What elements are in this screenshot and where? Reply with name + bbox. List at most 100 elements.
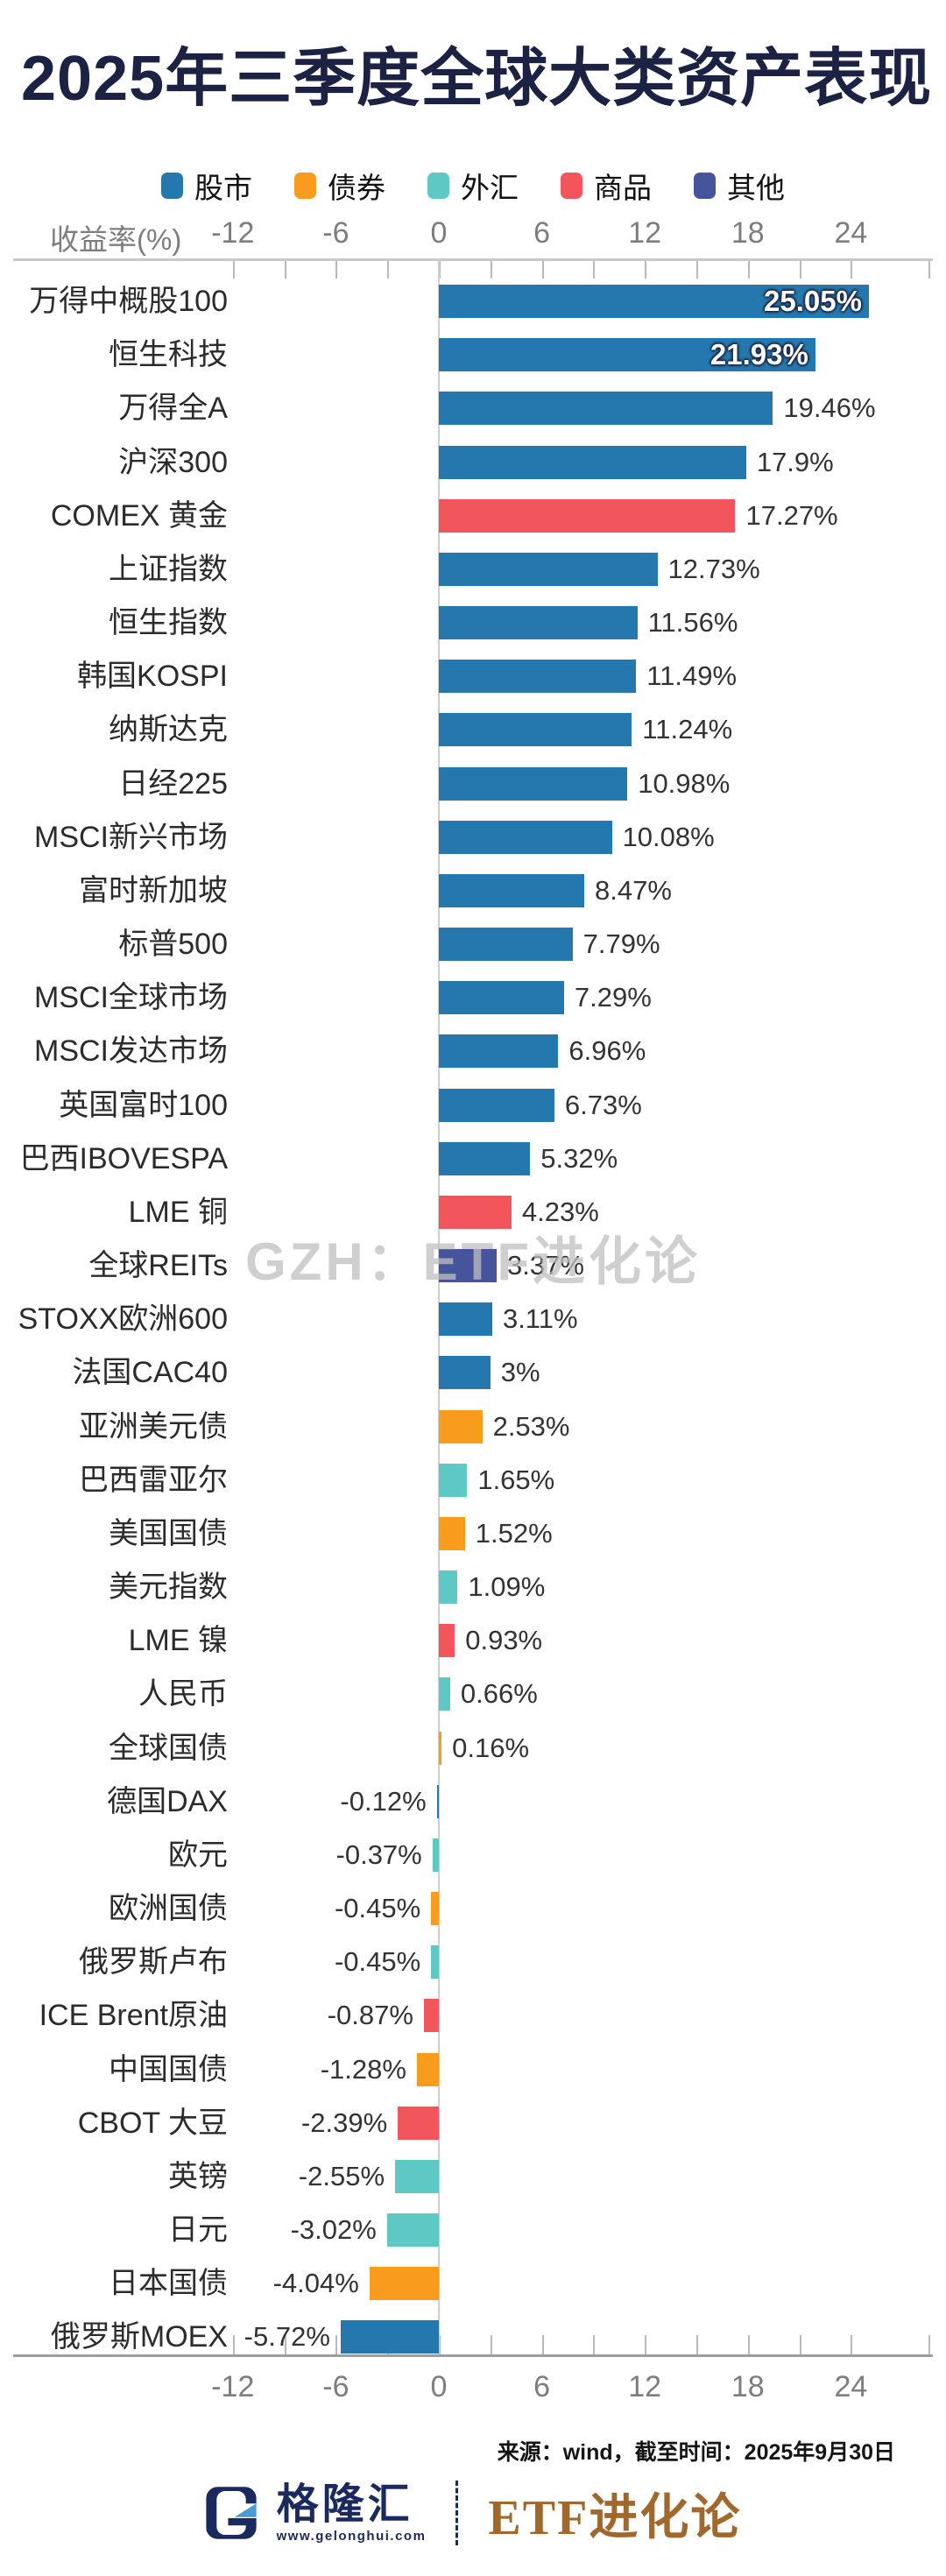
bar-value: 12.73% — [667, 553, 760, 584]
bar — [439, 873, 584, 907]
bar-row: 英国富时100 6.73% — [0, 1088, 946, 1142]
bar — [439, 820, 612, 854]
bar — [340, 2320, 439, 2354]
bar-value: 25.05% — [764, 285, 862, 317]
bar-value: -4.04% — [272, 2268, 359, 2299]
bar-value: -0.37% — [335, 1838, 422, 1870]
bar-label: MSCI发达市场 — [34, 1034, 228, 1069]
bar — [416, 2052, 439, 2086]
axis-tick-mark — [284, 2335, 286, 2354]
bar — [439, 766, 628, 801]
bar-value: 21.93% — [710, 338, 808, 371]
bar — [439, 285, 869, 318]
bar-row: CBOT 大豆 -2.39% — [0, 2106, 946, 2160]
bar-value: -1.28% — [320, 2053, 406, 2085]
legend-swatch-other — [694, 173, 716, 199]
bar-value: 1.09% — [468, 1571, 546, 1603]
axis-tick-mark — [490, 2335, 492, 2354]
bar-value: 3.11% — [502, 1303, 578, 1335]
bar-label: 巴西雷亚尔 — [79, 1463, 228, 1497]
bar-label: COMEX 黄金 — [50, 498, 228, 533]
bar-label: 人民币 — [138, 1677, 228, 1711]
bar — [369, 2267, 439, 2301]
page-title: 2025年三季度全球大类资产表现 — [21, 44, 933, 114]
bar-row: 沪深300 17.9% — [0, 445, 946, 499]
axis-tick-mark — [232, 261, 235, 279]
bar — [439, 1302, 492, 1337]
top-axis-line — [13, 258, 933, 261]
legend: 股市 债券 外汇 商品 其他 — [0, 168, 946, 204]
bar-label: 英镑 — [168, 2159, 228, 2193]
bar-row: 富时新加坡 8.47% — [0, 873, 946, 928]
bar-value: 10.08% — [622, 821, 715, 852]
bar-value: -0.12% — [340, 1785, 427, 1817]
bar-row: 巴西IBOVESPA 5.32% — [0, 1141, 946, 1196]
axis-tick-mark — [696, 261, 698, 279]
bar-row: LME 铜 4.23% — [0, 1195, 946, 1249]
axis-tick-label: 0 — [430, 216, 448, 250]
bar — [439, 713, 632, 747]
axis-tick-mark — [439, 2335, 441, 2354]
bar-row: STOXX欧洲600 3.11% — [0, 1302, 946, 1356]
bar-row: MSCI新兴市场 10.08% — [0, 820, 946, 874]
axis-tick-label: 6 — [533, 2370, 551, 2403]
bar-row: 日本国债 -4.04% — [0, 2267, 946, 2320]
bar-value: 6.73% — [564, 1089, 642, 1120]
bar — [439, 498, 736, 533]
brand-text: 格隆汇 www.gelonghui.com — [277, 2483, 427, 2543]
bar-label: LME 铜 — [128, 1195, 228, 1229]
axis-tick-mark — [645, 2335, 647, 2354]
bar-label: 万得中概股100 — [29, 285, 228, 318]
bar — [439, 606, 638, 640]
axis-tick-label: 12 — [628, 2370, 662, 2403]
axis-tick-mark — [851, 261, 853, 279]
bar — [439, 1677, 450, 1711]
bar — [439, 1516, 465, 1550]
bar — [439, 1356, 491, 1390]
bar-label: ICE Brent原油 — [39, 1999, 228, 2033]
bar-row: 巴西雷亚尔 1.65% — [0, 1463, 946, 1517]
axis-tick-label: 24 — [834, 216, 868, 250]
bar-row: 美元指数 1.09% — [0, 1570, 946, 1624]
bar-value: 10.98% — [638, 767, 731, 799]
legend-swatch-commodity — [561, 173, 582, 199]
axis-tick-label: -6 — [322, 2370, 349, 2403]
bar-value: 7.79% — [582, 928, 660, 960]
bar-value: -0.87% — [327, 2000, 413, 2031]
bar — [439, 660, 637, 694]
axis-tick-mark — [541, 261, 544, 279]
bar-row: MSCI发达市场 6.96% — [0, 1034, 946, 1088]
bar-row: 英镑 -2.55% — [0, 2159, 946, 2213]
bar-row: COMEX 黄金 17.27% — [0, 498, 946, 553]
bar — [423, 1999, 439, 2033]
bar-row: 欧元 -0.37% — [0, 1838, 946, 1892]
axis-tick-label: 24 — [834, 2370, 868, 2403]
bar-label: 法国CAC40 — [72, 1356, 228, 1390]
bar — [439, 1195, 512, 1229]
legend-swatch-stock — [161, 173, 183, 199]
axis-tick-mark — [335, 261, 338, 279]
axis-tick-mark — [490, 261, 492, 279]
axis-tick-mark — [799, 2335, 801, 2354]
bar-row: 俄罗斯MOEX -5.72% — [0, 2320, 946, 2374]
axis-tick-label: 18 — [731, 2370, 765, 2403]
bar — [432, 1838, 439, 1872]
bar-row: 全球REITs 3.37% — [0, 1249, 946, 1302]
bar-label: 日经225 — [118, 766, 228, 801]
bar-label: 德国DAX — [107, 1784, 228, 1818]
bar-value: 11.49% — [646, 660, 738, 692]
bar-label: 韩国KOSPI — [77, 660, 228, 694]
bar-label: 俄罗斯MOEX — [50, 2320, 228, 2354]
bar-label: LME 镍 — [128, 1624, 228, 1658]
bar-value: 11.56% — [647, 607, 738, 639]
bar — [439, 1463, 468, 1497]
source-note: 来源：wind，截至时间：2025年9月30日 — [497, 2440, 895, 2465]
bar-value: 17.9% — [756, 446, 834, 477]
axis-tick-label: 18 — [731, 216, 765, 250]
partner-name: ETF进化论 — [488, 2490, 742, 2545]
bar-label: 全球国债 — [109, 1731, 228, 1765]
legend-label: 商品 — [594, 172, 652, 204]
bar-row: 人民币 0.66% — [0, 1677, 946, 1731]
axis-tick-mark — [928, 2335, 930, 2354]
bar-label: 巴西IBOVESPA — [19, 1141, 228, 1175]
